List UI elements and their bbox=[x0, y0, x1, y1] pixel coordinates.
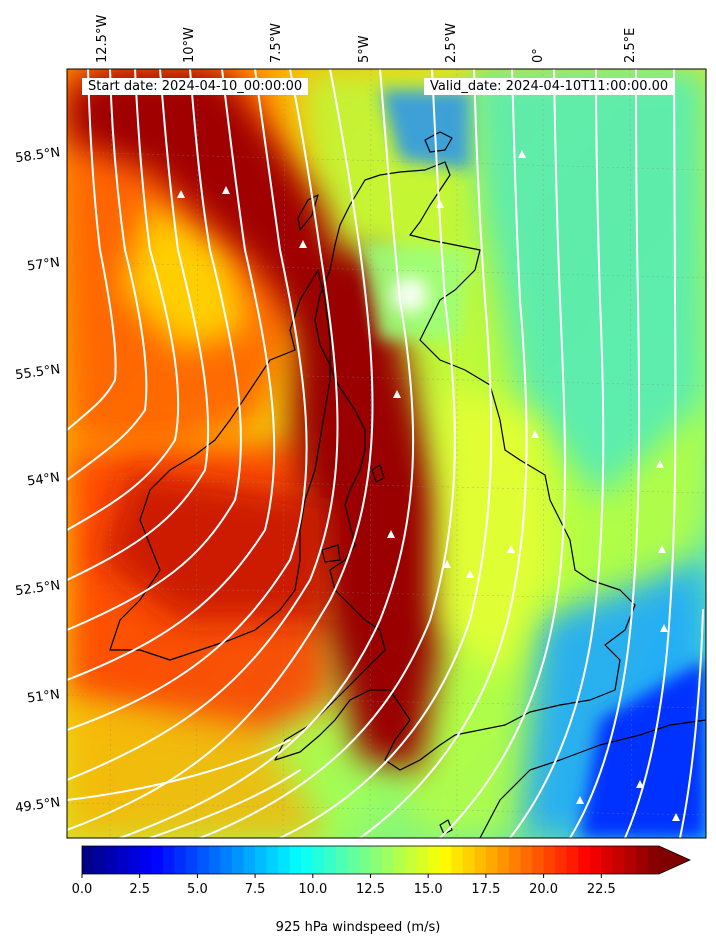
colorbar-segment bbox=[439, 846, 452, 874]
colorbar-segment bbox=[358, 846, 372, 874]
colorbar-segment bbox=[82, 846, 95, 874]
colorbar-segment bbox=[624, 846, 637, 874]
colorbar-segment bbox=[301, 846, 314, 874]
colorbar-tick-label: 15.0 bbox=[413, 882, 443, 897]
start-date-label: Start date: 2024-04-10_00:00:00 bbox=[82, 78, 309, 95]
colorbar-segment bbox=[532, 846, 545, 874]
colorbar-segment bbox=[162, 846, 175, 874]
colorbar-tick-label: 17.5 bbox=[471, 882, 501, 897]
longitude-label: 0° bbox=[531, 48, 546, 63]
colorbar-segment bbox=[174, 846, 187, 874]
colorbar-segment bbox=[566, 846, 579, 874]
coastlines bbox=[109, 131, 706, 838]
colorbar-segment bbox=[105, 846, 118, 874]
colorbar-segment bbox=[93, 846, 106, 874]
colorbar-segment bbox=[405, 846, 418, 874]
colorbar-segment bbox=[382, 846, 395, 874]
colorbar-segment bbox=[635, 846, 649, 874]
colorbar-segment bbox=[462, 846, 475, 874]
colorbar-segment bbox=[647, 846, 660, 874]
colorbar-segment bbox=[543, 846, 556, 874]
colorbar-segment bbox=[151, 846, 164, 874]
longitude-label: 7.5°W bbox=[269, 22, 284, 63]
colorbar-segment bbox=[208, 846, 222, 874]
colorbar-segment bbox=[128, 846, 141, 874]
colorbar-segment bbox=[347, 846, 360, 874]
colorbar-tick-label: 12.5 bbox=[356, 882, 385, 897]
colorbar-tick-label: 20.0 bbox=[529, 882, 559, 897]
colorbar-segment bbox=[497, 846, 510, 874]
colorbar-segment bbox=[508, 846, 522, 874]
colorbar-tick-label: 5.0 bbox=[187, 882, 208, 897]
colorbar-segment bbox=[139, 846, 152, 874]
colorbar-label: 925 hPa windspeed (m/s) bbox=[275, 920, 441, 935]
anglesey-coastline bbox=[321, 544, 341, 563]
colorbar-tick-label: 2.5 bbox=[129, 882, 151, 897]
colorbar-segment bbox=[255, 846, 268, 874]
valid-date-label: Valid_date: 2024-04-10T11:00:00.00 bbox=[424, 78, 675, 95]
colorbar-segment bbox=[312, 846, 325, 874]
colorbar-segment bbox=[243, 846, 256, 874]
colorbar-segment bbox=[116, 846, 129, 874]
colorbar-segment bbox=[370, 846, 383, 874]
longitude-label: 10°W bbox=[182, 27, 197, 63]
colorbar-segment bbox=[520, 846, 533, 874]
colorbar-segment bbox=[335, 846, 349, 874]
colorbar-segment bbox=[324, 846, 337, 874]
colorbar-segment bbox=[416, 846, 429, 874]
plot-frame bbox=[66, 68, 707, 839]
colorbar-segment bbox=[428, 846, 441, 874]
colorbar-segment bbox=[197, 846, 210, 874]
orkney-coastline bbox=[424, 131, 453, 153]
colorbar-tick-label: 7.5 bbox=[244, 882, 266, 897]
colorbar-segment bbox=[278, 846, 291, 874]
isle-of-man-coastline bbox=[371, 464, 385, 483]
longitude-label: 5°W bbox=[357, 35, 372, 63]
colorbar-outline bbox=[81, 845, 691, 875]
colorbar-segment bbox=[601, 846, 614, 874]
colorbar-segment bbox=[266, 846, 279, 874]
longitude-label: 12.5°W bbox=[95, 14, 110, 63]
colorbar-segment bbox=[232, 846, 245, 874]
colorbar-segment bbox=[474, 846, 487, 874]
france-coastline bbox=[479, 719, 706, 838]
colorbar-segment bbox=[220, 846, 233, 874]
streamlines bbox=[67, 69, 704, 838]
colorbar-tick-label: 0.0 bbox=[71, 882, 93, 897]
longitude-label: 2.5°W bbox=[444, 22, 459, 63]
channel-islands-coastline bbox=[439, 819, 453, 835]
colorbar-extend-arrow bbox=[659, 846, 690, 874]
colorbar-segment bbox=[393, 846, 406, 874]
great-britain-coastline bbox=[274, 161, 636, 771]
colorbar-tick-label: 22.5 bbox=[586, 882, 616, 897]
colorbar-segment bbox=[485, 846, 499, 874]
colorbar-tick-label: 10.0 bbox=[298, 882, 328, 897]
windspeed-field bbox=[67, 69, 706, 838]
colorbar bbox=[81, 845, 691, 878]
colorbar-segment bbox=[185, 846, 198, 874]
colorbar-segment bbox=[451, 846, 464, 874]
colorbar-segment bbox=[578, 846, 591, 874]
colorbar-segment bbox=[589, 846, 602, 874]
colorbar-segment bbox=[612, 846, 625, 874]
colorbar-segment bbox=[555, 846, 568, 874]
colorbar-segment bbox=[289, 846, 302, 874]
longitude-label: 2.5°E bbox=[623, 27, 638, 63]
streamline-arrows bbox=[177, 150, 680, 821]
